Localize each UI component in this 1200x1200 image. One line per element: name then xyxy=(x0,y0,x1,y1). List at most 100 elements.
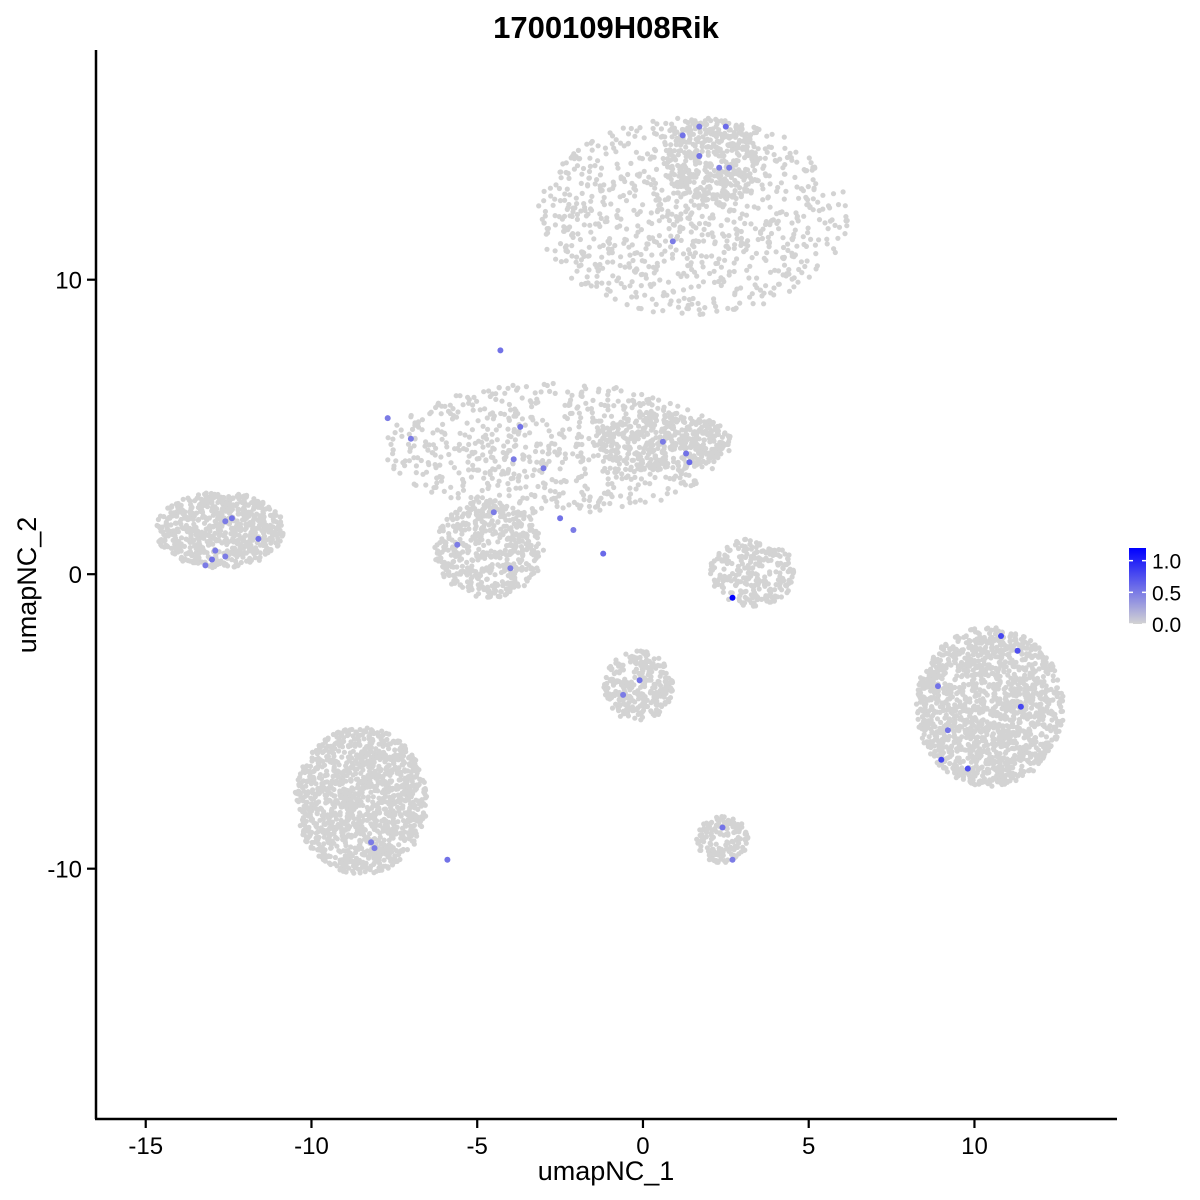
cell-point xyxy=(998,656,1004,662)
cell-point xyxy=(665,211,671,217)
cell-point xyxy=(552,196,558,202)
cell-point xyxy=(744,267,750,273)
cell-point xyxy=(462,432,468,438)
cell-point xyxy=(720,589,726,595)
cell-point xyxy=(785,241,791,247)
cell-point xyxy=(458,556,465,562)
cell-point xyxy=(242,532,249,538)
cell-point xyxy=(464,572,470,578)
cell-point xyxy=(668,298,674,304)
cell-point xyxy=(583,386,589,392)
cell-point xyxy=(413,470,419,476)
cell-point xyxy=(205,542,212,548)
cell-point xyxy=(489,410,496,416)
cell-point xyxy=(668,142,674,148)
cell-point xyxy=(495,482,501,488)
cell-point xyxy=(432,462,438,468)
cell-point xyxy=(511,426,517,433)
cell-point xyxy=(472,518,478,525)
cell-point xyxy=(767,269,774,275)
cell-point xyxy=(824,241,830,247)
cell-point xyxy=(571,499,577,505)
cell-point xyxy=(699,148,705,154)
cell-point xyxy=(442,431,448,437)
cell-point xyxy=(651,270,657,276)
cell-point xyxy=(618,174,624,180)
cell-point xyxy=(960,758,966,764)
cell-point xyxy=(781,262,788,268)
cell-point xyxy=(423,482,429,488)
cell-point xyxy=(468,474,474,480)
cell-point xyxy=(767,569,773,575)
cell-point xyxy=(727,207,733,213)
cell-point xyxy=(489,562,495,568)
cell-point xyxy=(508,537,514,543)
cell-point xyxy=(499,471,505,477)
cell-point xyxy=(644,151,651,157)
cell-point xyxy=(535,399,541,405)
cell-point xyxy=(618,493,624,499)
cell-point xyxy=(444,516,450,523)
cell-point xyxy=(481,475,487,481)
cell-point xyxy=(505,439,511,445)
cell-point xyxy=(699,259,705,265)
cell-point xyxy=(696,221,703,227)
cell-point xyxy=(648,462,654,468)
cell-point xyxy=(556,491,563,497)
cell-point xyxy=(229,505,235,511)
cell-point xyxy=(475,576,481,582)
cell-point xyxy=(691,179,697,185)
cell-point xyxy=(725,441,731,448)
cell-point xyxy=(489,439,495,445)
cell-point xyxy=(709,253,715,259)
cell-point xyxy=(506,486,512,493)
cell-point xyxy=(809,167,815,173)
cell-point xyxy=(655,405,661,411)
cell-point xyxy=(186,497,192,503)
cell-point xyxy=(600,199,606,205)
cell-point xyxy=(249,536,255,542)
cell-point xyxy=(428,409,434,415)
cell-point xyxy=(425,460,431,466)
cell-point xyxy=(709,466,715,472)
cell-point xyxy=(563,258,569,264)
cell-point xyxy=(594,273,600,279)
cell-point xyxy=(506,401,512,408)
cell-point xyxy=(590,419,596,425)
cell-point xyxy=(681,295,687,301)
cell-point xyxy=(722,118,728,124)
cell-point xyxy=(1040,674,1046,680)
cell-point xyxy=(699,193,705,199)
cell-point xyxy=(742,220,748,227)
cell-point xyxy=(650,698,656,704)
cell-point xyxy=(526,514,533,520)
cell-point xyxy=(751,124,757,130)
cell-point xyxy=(595,499,602,505)
cell-point xyxy=(542,213,548,219)
cell-point xyxy=(759,293,765,299)
cell-point xyxy=(570,451,576,457)
cell-point xyxy=(718,264,725,270)
cell-point xyxy=(562,455,569,461)
cell-point xyxy=(524,474,530,480)
cell-point xyxy=(759,596,765,603)
cell-point xyxy=(658,669,664,675)
cell-point xyxy=(595,158,601,164)
cell-point xyxy=(651,146,658,152)
cell-point xyxy=(739,131,745,137)
cell-point xyxy=(816,208,822,214)
cell-point xyxy=(540,417,546,423)
cell-point xyxy=(616,461,623,467)
cell-point xyxy=(272,509,278,515)
cell-point xyxy=(238,546,244,552)
cell-point xyxy=(215,510,221,516)
cell-point xyxy=(642,480,648,486)
cell-point xyxy=(661,258,667,264)
cell-point xyxy=(650,309,656,315)
cell-point xyxy=(560,505,566,511)
cell-point xyxy=(473,523,479,530)
cell-point xyxy=(768,218,774,224)
cell-point xyxy=(588,207,595,213)
cell-point xyxy=(641,135,647,141)
